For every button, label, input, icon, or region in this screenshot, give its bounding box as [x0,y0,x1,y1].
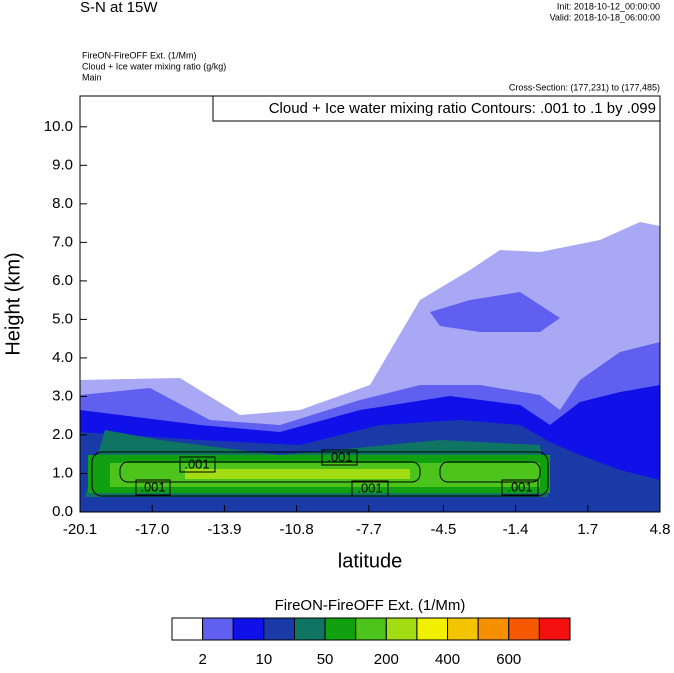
x-tick-label: -17.0 [135,521,169,538]
colorbar-box [202,617,234,641]
colorbar-label: 50 [317,651,334,668]
y-tick-label: 1.0 [52,464,73,481]
colorbar-label: 2 [198,651,206,668]
y-tick-label: 6.0 [52,272,73,289]
contour-label: .001 [184,456,209,471]
chart-title: S-N at 15W [80,0,158,16]
contour-label: .001 [140,479,165,494]
x-tick-label: -13.9 [207,521,241,538]
label-box [179,456,216,473]
contour-fill [80,222,660,512]
field-label: FireON-FireOFF Ext. (1/Mm) [82,50,197,60]
y-tick-label: 3.0 [52,387,73,404]
colorbar-box [416,617,449,641]
colorbar-box [385,617,418,641]
info-box [212,95,661,122]
colorbar-label: 200 [374,651,399,668]
shade [430,292,560,332]
colorbar-label: 400 [435,651,460,668]
colorbar-label: 10 [256,651,273,668]
field-label: Main [82,72,102,82]
colorbar-box [263,617,295,641]
colorbar-title: FireON-FireOFF Ext. (1/Mm) [275,597,466,614]
y-tick-label: 8.0 [52,195,73,212]
contour-label: .001 [357,480,382,495]
colorbar-box [477,617,510,641]
label-box [501,479,539,496]
y-tick-label: 10.0 [44,118,73,135]
label-box [351,480,389,497]
y-tick-label: 0.0 [52,503,73,520]
label-box [135,479,171,496]
colorbar-box [171,617,204,641]
colorbar-box [324,617,357,641]
contour-label: .001 [507,479,532,494]
contour-labels: .001 .001 .001 .001 .001 [135,449,539,497]
x-tick-label: -20.1 [63,521,97,538]
contour-line [91,451,549,497]
shade [185,469,410,479]
y-tick-label: 5.0 [52,310,73,327]
y-tick-label: 9.0 [52,156,73,173]
init-time: Init: 2018-10-12_00:00:00 [557,1,660,11]
y-tick-label: 4.0 [52,349,73,366]
field-label: Cloud + Ice water mixing ratio (g/kg) [82,61,226,71]
colorbar-box [538,617,571,641]
colorbar-box [232,617,265,641]
colorbar-box [293,617,326,641]
x-axis-label: latitude [338,550,403,572]
x-tick-label: -7.7 [356,521,382,538]
contour-label: .001 [327,449,352,464]
valid-time: Valid: 2018-10-18_06:00:00 [550,12,660,22]
colorbar-label: 600 [496,651,521,668]
contour-lines [91,451,549,497]
contour-info: Cloud + Ice water mixing ratio Contours:… [269,100,656,117]
label-box [321,449,358,466]
x-tick-label: -4.5 [430,521,456,538]
colorbar-box [355,617,387,641]
y-axis-label: Height (km) [2,252,24,355]
cross-section: Cross-Section: (177,231) to (177,485) [509,82,660,92]
colorbar-box [508,617,540,641]
colorbar-box [447,617,479,641]
x-tick-label: -10.8 [280,521,314,538]
x-tick-label: -1.4 [503,521,529,538]
y-tick-label: 2.0 [52,426,73,443]
contour-line [439,461,541,483]
x-tick-label: 1.7 [577,521,598,538]
y-tick-label: 7.0 [52,233,73,250]
x-tick-label: 4.8 [650,521,671,538]
contour-line [119,461,421,483]
